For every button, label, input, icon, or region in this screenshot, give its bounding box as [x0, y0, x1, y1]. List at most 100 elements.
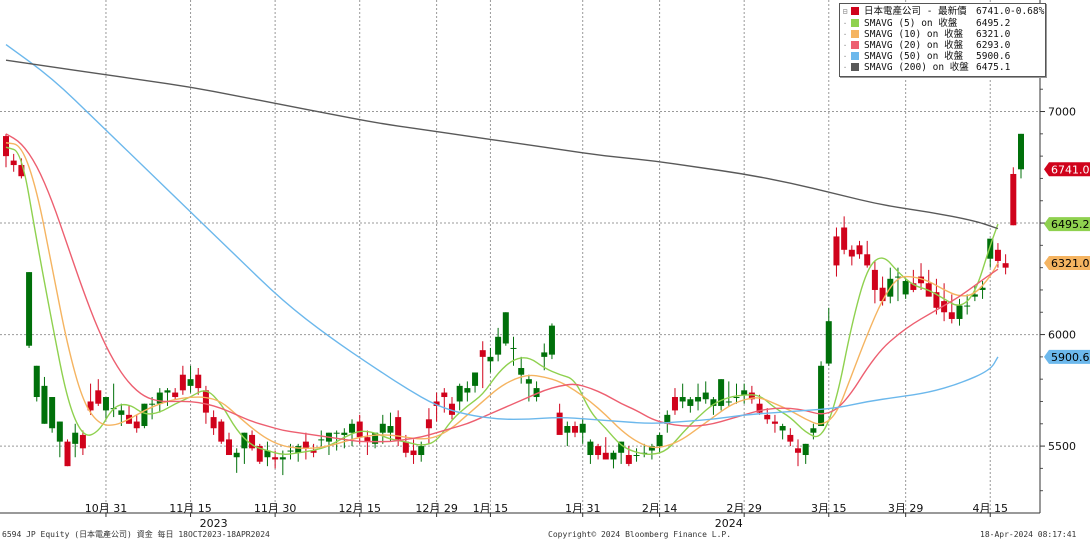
candle-body [756, 403, 763, 413]
candle-body [764, 414, 771, 420]
year-label: 2024 [715, 517, 743, 530]
candle-body [179, 374, 186, 391]
candle-body [210, 417, 217, 429]
candle-body [395, 417, 402, 440]
candle-body [941, 301, 948, 313]
candle-body [618, 441, 625, 453]
x-tick-label: 4月 15 [972, 502, 1008, 515]
candle-body [579, 423, 586, 433]
candle-body [933, 292, 940, 308]
x-tick-label: 1月 31 [565, 502, 601, 515]
candle-body [202, 390, 209, 413]
candle-body [464, 388, 471, 393]
y-tick-label: 6000 [1048, 329, 1076, 342]
candle-body [356, 421, 363, 438]
legend-value: 6475.1 [976, 62, 1011, 73]
candle-body [87, 401, 94, 411]
price-label-tag [1044, 162, 1090, 177]
candle-body [771, 421, 778, 424]
candle-body [864, 254, 871, 266]
price-label-tag [1044, 349, 1090, 364]
price-label-text: 6321.0 [1051, 257, 1090, 270]
candle-body [633, 455, 640, 457]
candle-body [18, 165, 25, 177]
candles [3, 133, 1024, 476]
candle-body [572, 426, 579, 433]
y-tick-label: 5500 [1048, 440, 1076, 453]
candle-body [979, 287, 986, 290]
candle-body [72, 432, 79, 444]
candle-body [825, 321, 832, 364]
legend-swatch [851, 30, 859, 38]
legend-value: 6495.2 [976, 18, 1011, 29]
legend-row: · SMAVG (50) on 收盤 5900.6 [840, 51, 1045, 62]
legend-swatch [851, 7, 859, 15]
candle-body [418, 446, 425, 456]
candle-body [56, 421, 63, 442]
candle-body [310, 450, 317, 453]
candle-body [318, 439, 325, 441]
candle-body [748, 392, 755, 400]
candle-body [564, 426, 571, 433]
candle-body [871, 269, 878, 290]
candle-body [218, 421, 225, 442]
candle-body [602, 452, 609, 460]
candle-body [664, 414, 671, 424]
candle-body [495, 336, 502, 355]
candle-body [625, 455, 632, 464]
candle-body [349, 423, 356, 433]
candle-body [279, 457, 286, 460]
ma-line [5, 142, 999, 450]
x-tick-label: 10月 31 [85, 502, 128, 515]
candle-body [341, 432, 348, 435]
candle-body [525, 379, 532, 384]
candle-body [256, 446, 263, 462]
candle-body [518, 368, 525, 375]
x-tick-label: 2月 14 [642, 502, 678, 515]
candle-body [964, 305, 971, 307]
candle-body [987, 238, 994, 259]
x-tick-label: 3月 15 [811, 502, 847, 515]
footer-left: 6594 JP Equity (日本電產公司) 資金 每日 18OCT2023-… [2, 530, 270, 539]
candle-body [287, 450, 294, 452]
candle-body [971, 294, 978, 297]
legend-bullet-icon: · [842, 52, 848, 61]
candle-body [918, 276, 925, 284]
candle-body [841, 227, 848, 250]
legend-swatch [851, 19, 859, 27]
legend-bullet-icon: · [842, 41, 848, 50]
candle-body [10, 160, 17, 166]
candle-body [687, 399, 694, 406]
legend-row: · SMAVG (200) on 收盤 6475.1 [840, 62, 1045, 73]
candle-body [487, 356, 494, 362]
candle-body [195, 374, 202, 389]
footer-center: Copyright© 2024 Bloomberg Finance L.P. [548, 530, 732, 539]
expand-icon[interactable]: ⊟ [842, 7, 848, 16]
candle-body [164, 390, 171, 393]
candle-body [64, 441, 71, 467]
candle-body [733, 397, 740, 399]
candle-body [502, 312, 509, 344]
candle-body [441, 392, 448, 398]
price-label-tag [1044, 255, 1090, 270]
candle-body [994, 249, 1001, 261]
candle-body [433, 401, 440, 406]
legend-row: · SMAVG (20) on 收盤 6293.0 [840, 40, 1045, 51]
legend-value: 5900.6 [976, 51, 1011, 62]
candle-body [802, 443, 809, 456]
candle-body [49, 397, 56, 429]
candle-body [533, 388, 540, 398]
legend-title: 日本電產公司 - 最新價 [864, 6, 967, 17]
x-tick-label: 2月 29 [726, 502, 762, 515]
candle-body [702, 392, 709, 400]
legend-swatch [851, 63, 859, 71]
legend-label: SMAVG (20) on 收盤 [864, 40, 964, 51]
candle-body [510, 347, 517, 349]
candle-body [402, 441, 409, 453]
candle-body [856, 245, 863, 255]
legend-value: 6293.0 [976, 40, 1011, 51]
candle-body [595, 446, 602, 456]
candle-body [848, 249, 855, 257]
legend-title-row: ⊟ 日本電產公司 - 最新價 6741.0 -0.68% [840, 6, 1045, 17]
